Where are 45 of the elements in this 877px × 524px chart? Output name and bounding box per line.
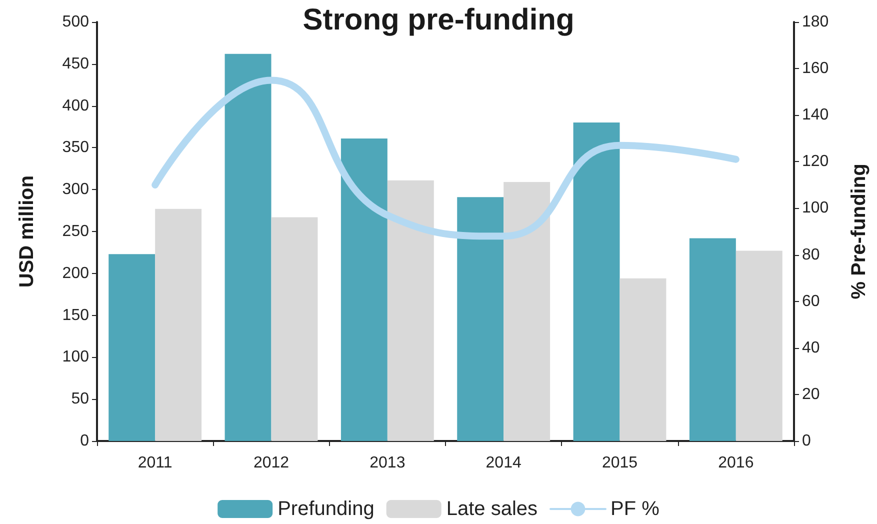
y-tick-label: 100 xyxy=(62,348,90,366)
y2-tick-label: 20 xyxy=(802,386,820,403)
legend-label: PF % xyxy=(610,498,660,520)
y2-tick-label: 120 xyxy=(802,153,829,170)
bar xyxy=(108,254,156,441)
y-tick-label: 50 xyxy=(71,390,90,408)
bar xyxy=(689,238,736,441)
legend-label: Prefunding xyxy=(278,498,374,520)
legend-label: Late sales xyxy=(446,498,538,520)
bar xyxy=(457,197,504,441)
y-tick-label: 200 xyxy=(62,264,90,282)
y-tick-label: 450 xyxy=(62,55,90,72)
y-tick-label: 400 xyxy=(62,97,90,114)
bar xyxy=(155,208,202,441)
bar xyxy=(736,250,782,441)
y2-tick-label: 180 xyxy=(802,14,829,30)
bar xyxy=(224,54,272,441)
y-tick-label: 300 xyxy=(62,181,90,198)
bar xyxy=(620,278,666,441)
y2-tick-label: 40 xyxy=(802,339,820,356)
bar xyxy=(504,182,550,441)
y2-tick-label: 0 xyxy=(802,432,811,450)
y-tick-label: 250 xyxy=(62,223,90,240)
x-tick-label: 2013 xyxy=(370,454,406,472)
y2-tick-label: 80 xyxy=(802,246,820,264)
x-tick-label: 2011 xyxy=(138,454,172,472)
bar xyxy=(340,138,388,441)
x-tick-label: 2016 xyxy=(718,454,754,472)
y2-tick-label: 100 xyxy=(802,200,829,217)
y-axis-title: USD million xyxy=(16,175,38,288)
y-tick-label: 0 xyxy=(80,432,90,450)
y2-tick-label: 140 xyxy=(802,106,829,124)
y2-tick-label: 160 xyxy=(802,60,829,78)
x-tick-label: 2012 xyxy=(253,454,290,472)
y-tick-label: 500 xyxy=(62,14,90,30)
y2-axis-title: % Pre-funding xyxy=(848,164,870,300)
x-tick-label: 2014 xyxy=(486,454,522,472)
bar xyxy=(387,180,434,441)
bar xyxy=(573,122,620,441)
bar xyxy=(271,217,318,441)
chart-title: Strong pre-funding xyxy=(302,4,574,36)
y-tick-label: 150 xyxy=(62,306,90,324)
x-tick-label: 2015 xyxy=(602,454,638,472)
y2-tick-label: 60 xyxy=(802,292,820,310)
y-tick-label: 350 xyxy=(62,139,90,156)
